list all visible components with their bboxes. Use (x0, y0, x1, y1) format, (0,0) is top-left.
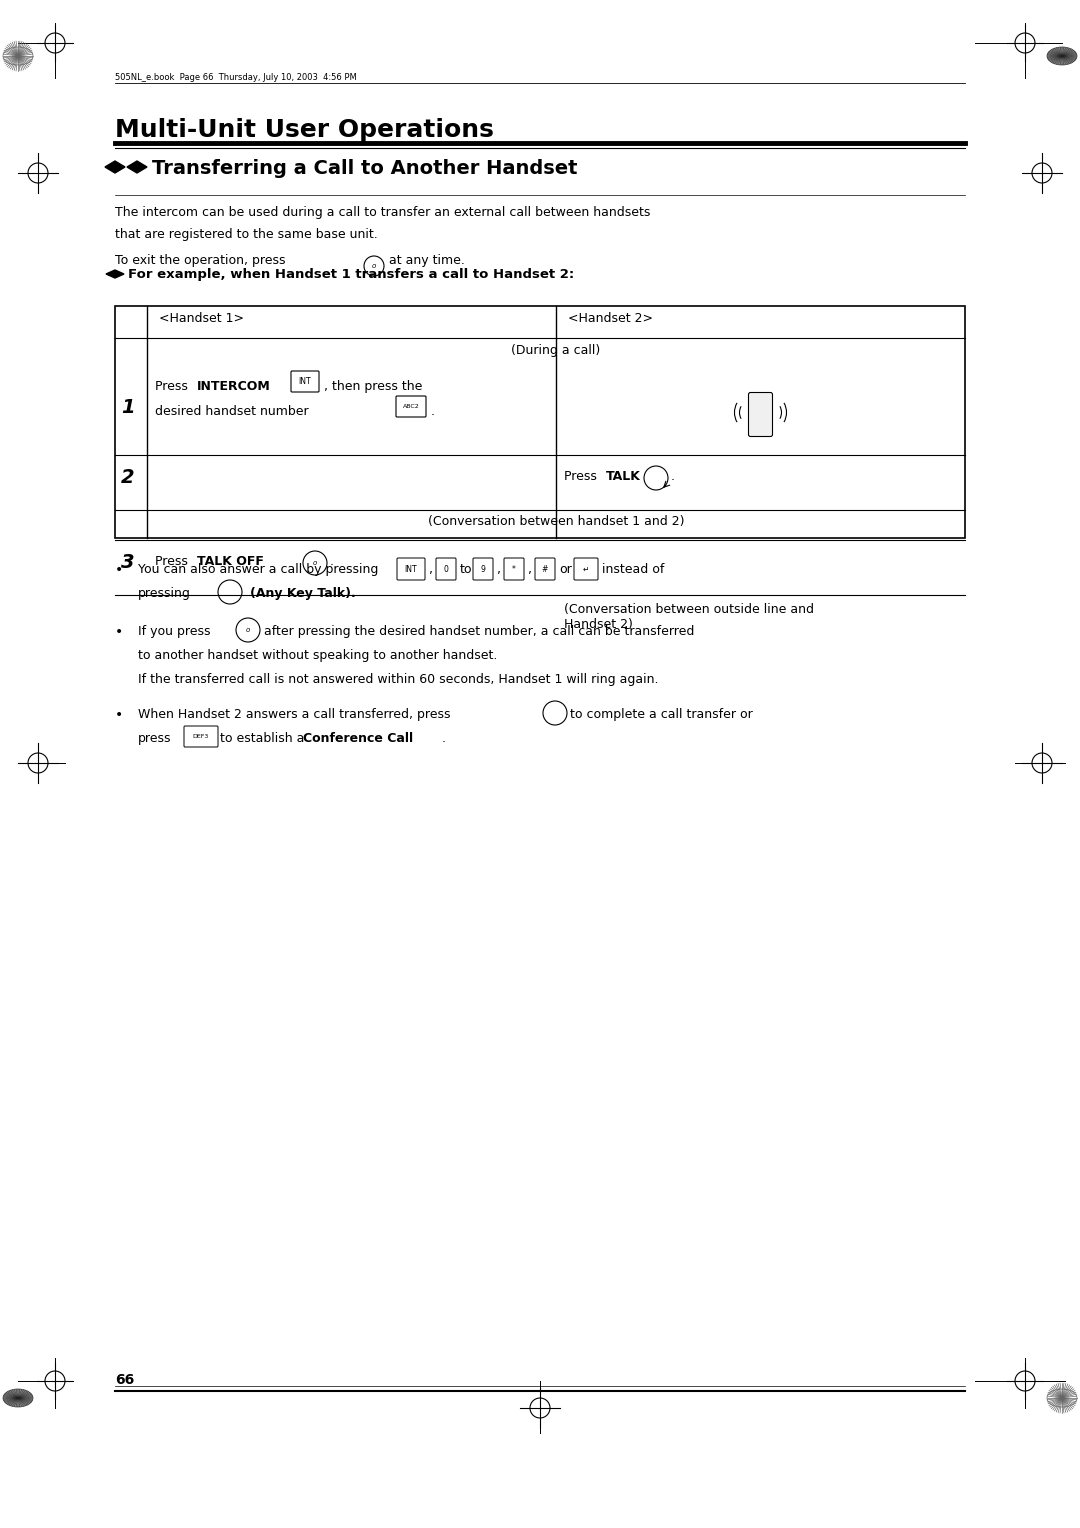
Text: or: or (559, 562, 571, 576)
Text: 3: 3 (121, 553, 135, 571)
Text: Transferring a Call to Another Handset: Transferring a Call to Another Handset (152, 159, 578, 177)
FancyBboxPatch shape (184, 726, 218, 747)
Text: (During a call): (During a call) (511, 344, 600, 358)
FancyBboxPatch shape (291, 371, 319, 393)
FancyBboxPatch shape (504, 558, 524, 581)
Text: at any time.: at any time. (389, 254, 464, 267)
FancyBboxPatch shape (535, 558, 555, 581)
Text: ABC2: ABC2 (403, 403, 419, 408)
Text: INT: INT (405, 564, 417, 573)
Text: , then press the: , then press the (324, 380, 422, 393)
Text: •: • (114, 562, 123, 578)
Text: 0: 0 (444, 564, 448, 573)
FancyBboxPatch shape (473, 558, 492, 581)
Text: that are registered to the same base unit.: that are registered to the same base uni… (114, 228, 378, 241)
Text: .: . (431, 405, 435, 419)
Text: o: o (372, 263, 376, 269)
Text: To exit the operation, press: To exit the operation, press (114, 254, 285, 267)
Text: You can also answer a call by pressing: You can also answer a call by pressing (138, 562, 378, 576)
Text: INT: INT (299, 376, 311, 385)
Polygon shape (105, 160, 125, 173)
Text: <Handset 1>: <Handset 1> (159, 312, 244, 325)
Text: (Any Key Talk).: (Any Key Talk). (249, 587, 355, 601)
Text: Press: Press (156, 555, 192, 568)
FancyBboxPatch shape (436, 558, 456, 581)
Text: *: * (512, 564, 516, 573)
Text: If the transferred call is not answered within 60 seconds, Handset 1 will ring a: If the transferred call is not answered … (138, 672, 659, 686)
Text: ,: , (429, 562, 433, 576)
Text: to: to (460, 562, 472, 576)
Text: ↵: ↵ (583, 564, 590, 573)
Text: o: o (313, 559, 318, 565)
Text: TALK: TALK (606, 471, 640, 483)
Text: Press: Press (156, 380, 192, 393)
Text: When Handset 2 answers a call transferred, press: When Handset 2 answers a call transferre… (138, 707, 450, 721)
Polygon shape (106, 270, 124, 278)
Text: INTERCOM: INTERCOM (197, 380, 271, 393)
Text: press: press (138, 732, 172, 746)
Text: <Handset 2>: <Handset 2> (568, 312, 653, 325)
Text: (Conversation between handset 1 and 2): (Conversation between handset 1 and 2) (428, 515, 685, 529)
Text: Conference Call: Conference Call (303, 732, 414, 746)
Text: •: • (114, 625, 123, 639)
Text: •: • (114, 707, 123, 723)
Ellipse shape (3, 1389, 33, 1407)
Text: DEF3: DEF3 (193, 733, 210, 738)
Text: .: . (671, 471, 675, 483)
Text: 505NL_e.book  Page 66  Thursday, July 10, 2003  4:56 PM: 505NL_e.book Page 66 Thursday, July 10, … (114, 73, 356, 83)
Text: #: # (542, 564, 549, 573)
FancyBboxPatch shape (397, 558, 426, 581)
Text: instead of: instead of (602, 562, 664, 576)
Text: 9: 9 (481, 564, 485, 573)
Text: The intercom can be used during a call to transfer an external call between hand: The intercom can be used during a call t… (114, 206, 650, 219)
Text: Press: Press (564, 471, 600, 483)
Text: ,: , (528, 562, 532, 576)
FancyBboxPatch shape (573, 558, 598, 581)
Text: Multi-Unit User Operations: Multi-Unit User Operations (114, 118, 494, 142)
Bar (114, 306, 966, 538)
Text: to complete a call transfer or: to complete a call transfer or (570, 707, 753, 721)
Text: 1: 1 (121, 397, 135, 417)
Text: desired handset number: desired handset number (156, 405, 309, 419)
Text: ,: , (497, 562, 501, 576)
Polygon shape (127, 160, 147, 173)
Text: after pressing the desired handset number, a call can be transferred: after pressing the desired handset numbe… (264, 625, 694, 639)
Ellipse shape (1047, 47, 1077, 66)
Text: pressing: pressing (138, 587, 191, 601)
Text: 2: 2 (121, 468, 135, 487)
Text: (Conversation between outside line and
Handset 2): (Conversation between outside line and H… (564, 604, 814, 631)
Text: .: . (442, 732, 446, 746)
Text: .: . (330, 555, 334, 568)
Text: to another handset without speaking to another handset.: to another handset without speaking to a… (138, 649, 498, 662)
Text: For example, when Handset 1 transfers a call to Handset 2:: For example, when Handset 1 transfers a … (129, 267, 575, 281)
FancyBboxPatch shape (748, 393, 772, 437)
Text: If you press: If you press (138, 625, 211, 639)
Text: TALK OFF: TALK OFF (197, 555, 264, 568)
Text: 66: 66 (114, 1374, 134, 1387)
FancyBboxPatch shape (396, 396, 426, 417)
Text: to establish a: to establish a (220, 732, 305, 746)
Text: o: o (246, 626, 251, 633)
